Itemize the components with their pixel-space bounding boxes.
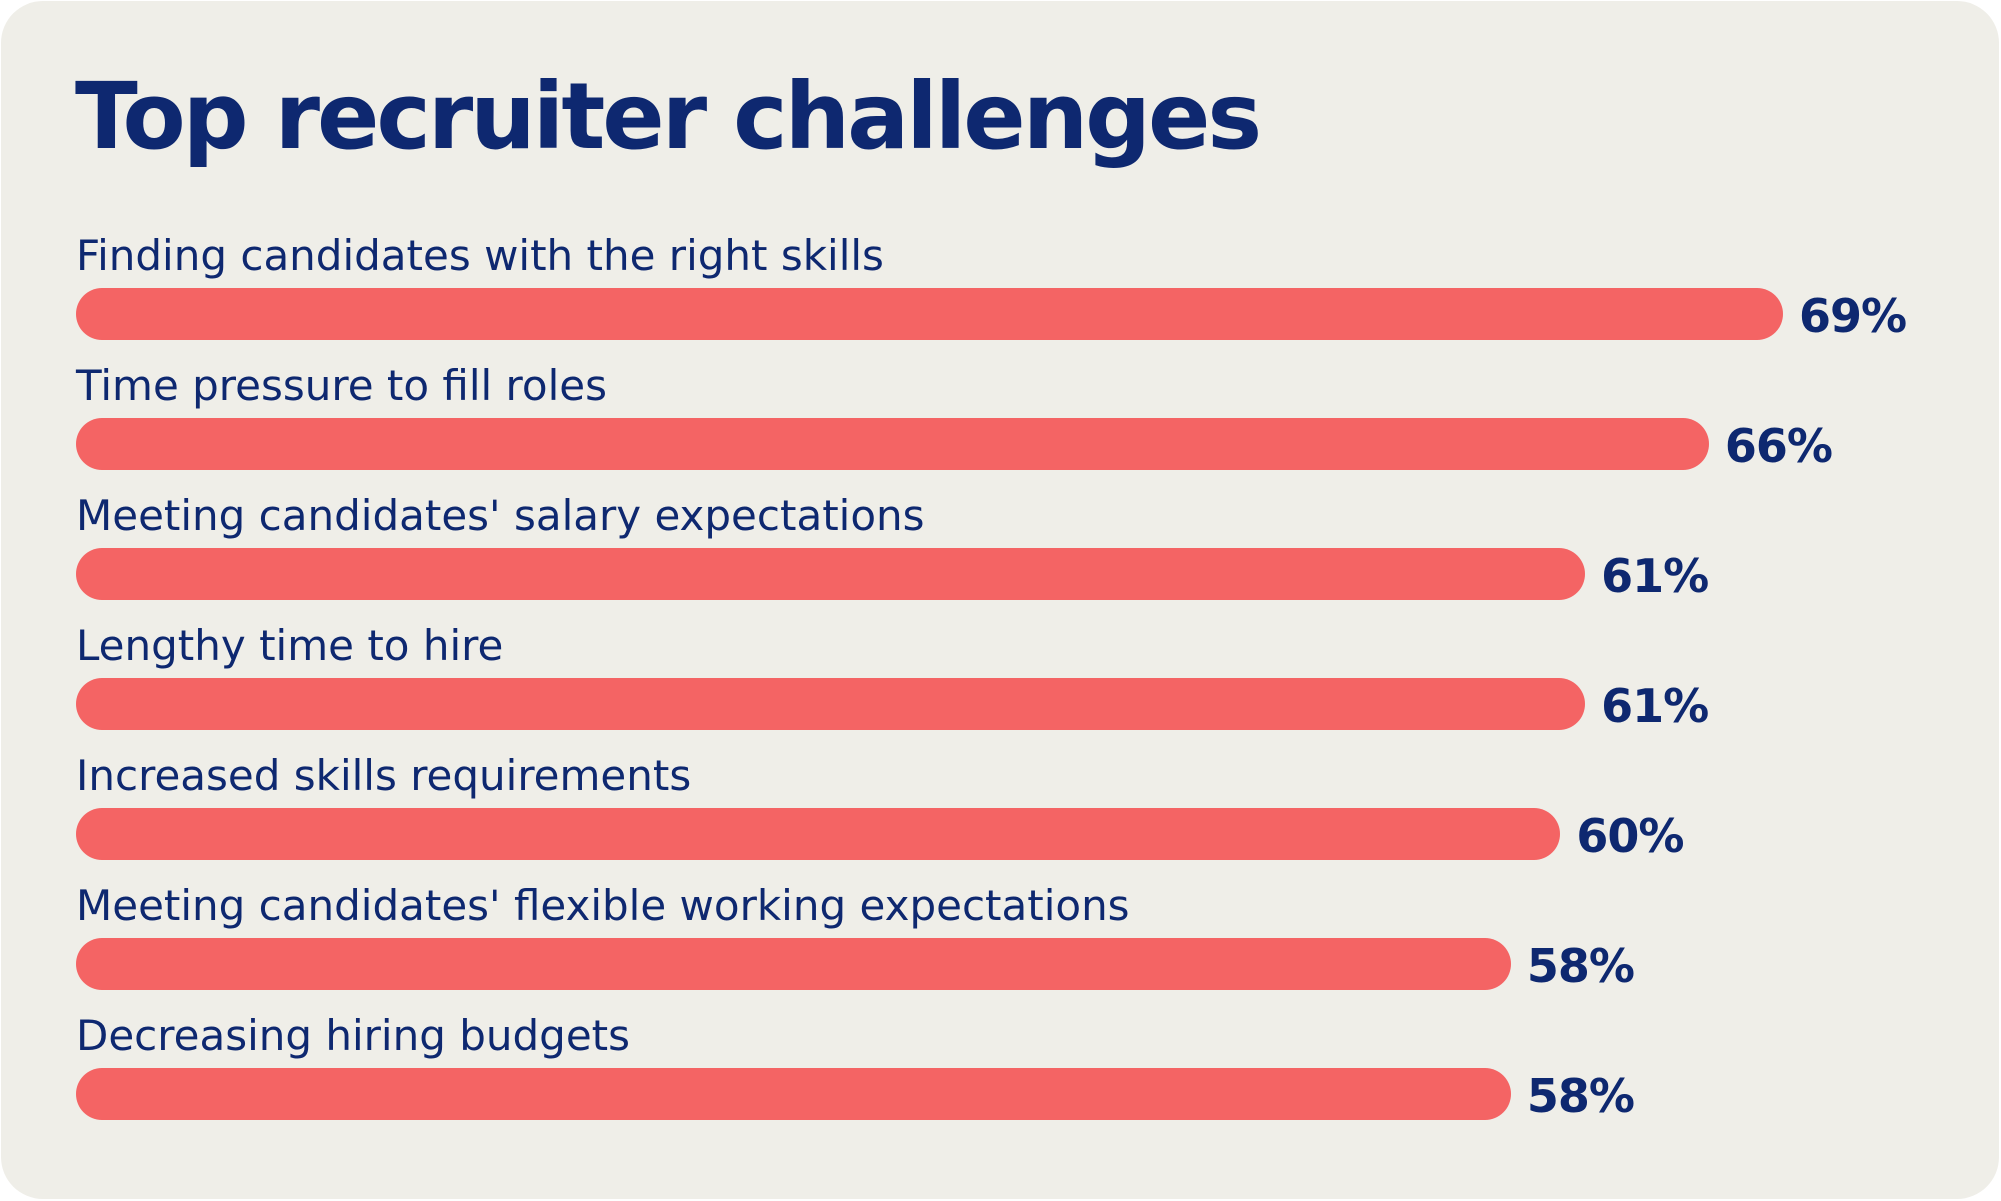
bar-track [76,678,2001,730]
bar-row: Decreasing hiring budgets 58% [1,1008,1999,1138]
bar-row: Meeting candidates' flexible working exp… [1,878,1999,1008]
value-label: 60% [1576,809,1684,863]
value-label: 66% [1724,419,1833,473]
value-label: 61% [1601,549,1709,603]
bar-row: Meeting candidates' salary expectations 6… [1,488,1999,618]
bar [76,1068,1511,1120]
bar-track [76,1068,2001,1120]
category-label: Meeting candidates' flexible working exp… [76,881,1130,930]
category-label: Lengthy time to hire [76,621,504,670]
category-label: Finding candidates with the right skills [76,231,884,280]
value-label: 58% [1526,1069,1635,1123]
bar [76,808,1561,860]
chart-title: Top recruiter challenges [75,63,1262,170]
bar [76,288,1784,340]
value-label: 58% [1526,939,1635,993]
bar-track [76,418,2001,470]
value-label: 69% [1799,289,1907,343]
category-label: Meeting candidates' salary expectations [76,491,925,540]
bar-track [76,288,2001,340]
category-label: Increased skills requirements [76,751,692,800]
bar-track [76,548,2001,600]
bar-row: Increased skills requirements 60% [1,748,1999,878]
bar [76,548,1586,600]
category-label: Decreasing hiring budgets [76,1011,631,1060]
category-label: Time pressure to fill roles [76,361,607,410]
bar-row: Finding candidates with the right skills… [1,228,1999,358]
bar [76,418,1709,470]
bar [76,678,1586,730]
value-label: 61% [1601,679,1709,733]
bar [76,938,1511,990]
bar-row: Time pressure to fill roles 66% [1,358,1999,488]
bar-track [76,938,2001,990]
bar-track [76,808,2001,860]
bar-row: Lengthy time to hire 61% [1,618,1999,748]
